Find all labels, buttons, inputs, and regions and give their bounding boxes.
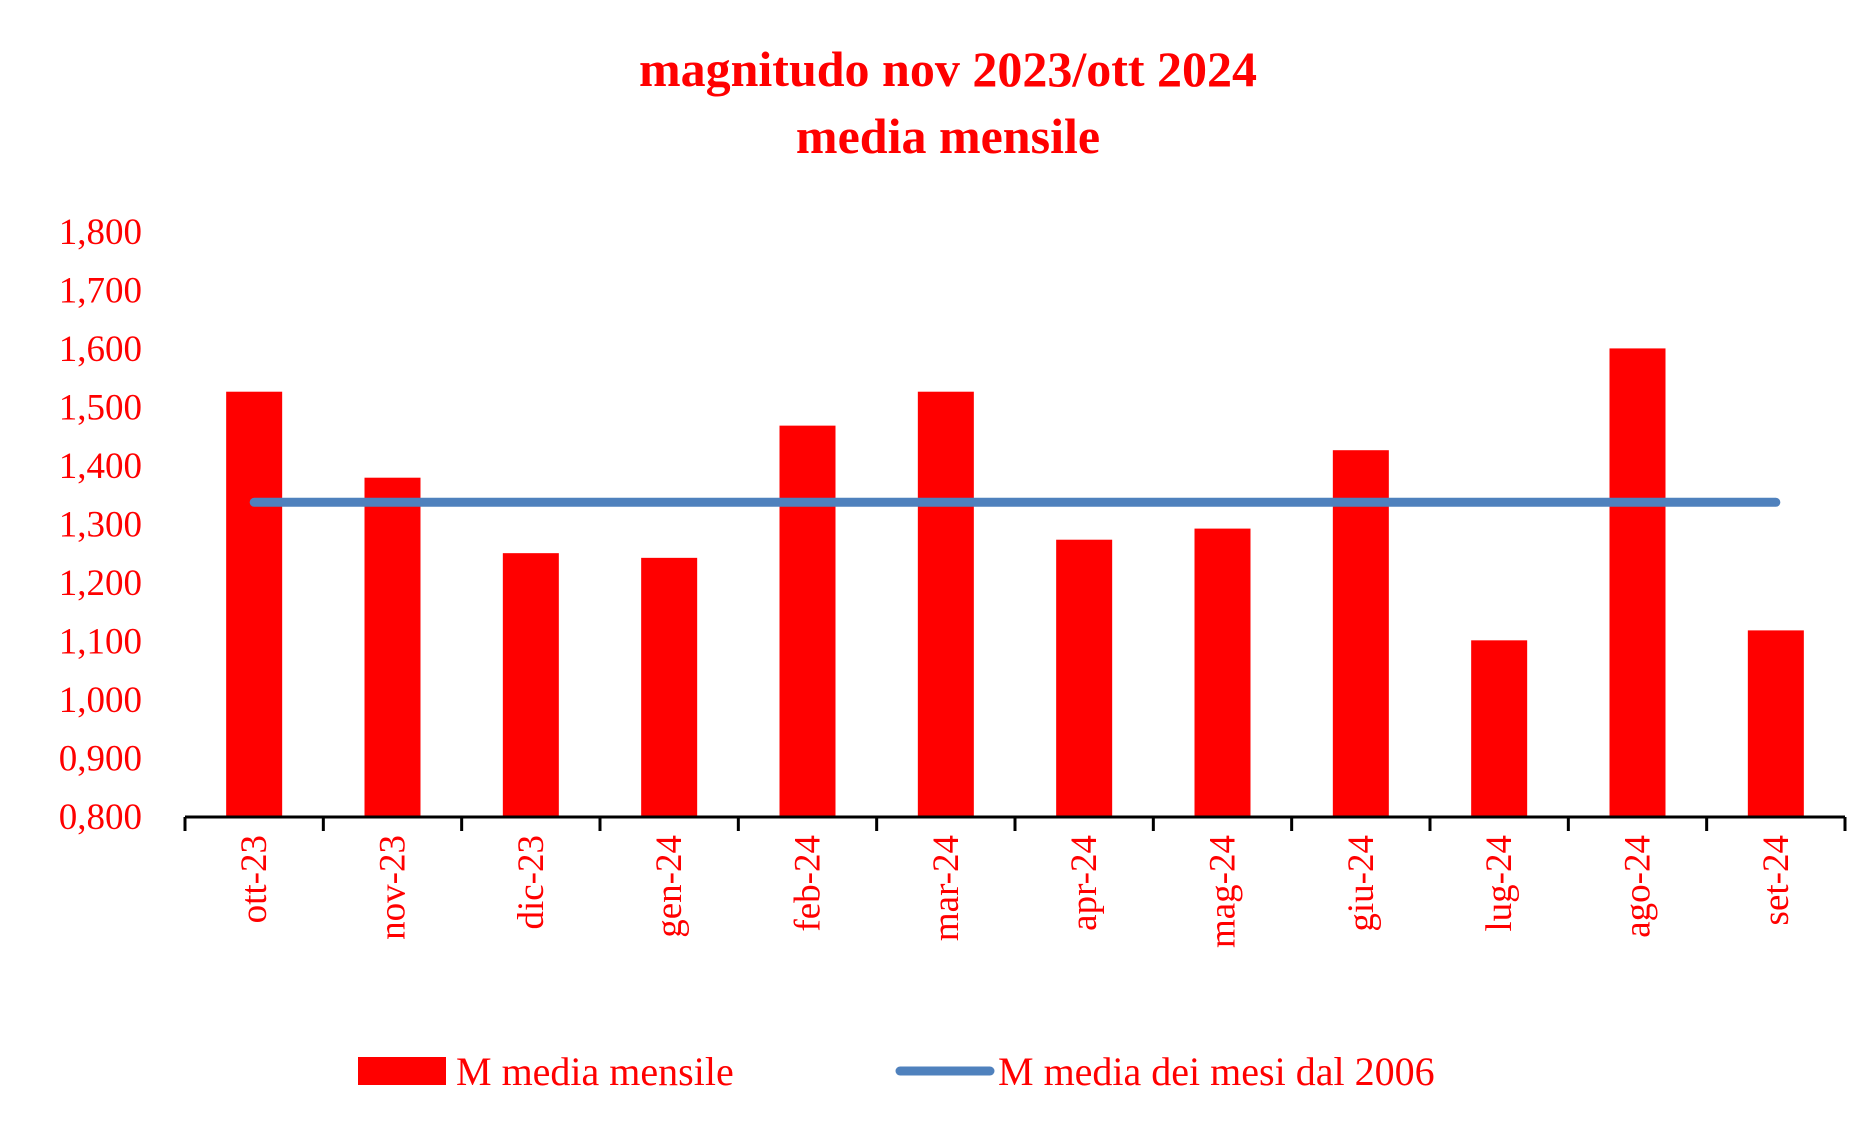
x-tick-label: dic-23 [511, 835, 552, 930]
x-tick-label: ago-24 [1618, 835, 1659, 938]
x-tick-label: gen-24 [649, 835, 690, 938]
x-tick-label: mag-24 [1203, 835, 1244, 948]
legend-label-bars: M media mensile [456, 1049, 734, 1094]
legend-bar-swatch [358, 1057, 446, 1085]
x-tick-label: ott-23 [234, 835, 275, 923]
y-tick-label: 1,500 [59, 388, 142, 429]
y-tick-label: 0,800 [59, 797, 142, 838]
bar-ago-24 [1609, 348, 1666, 817]
x-tick-label: feb-24 [788, 835, 829, 932]
y-tick-label: 1,200 [59, 563, 142, 604]
bar-giu-24 [1332, 450, 1389, 817]
bar-ott-23 [226, 391, 283, 817]
y-tick-label: 1,100 [59, 622, 142, 663]
x-tick-label: apr-24 [1064, 835, 1105, 931]
bar-feb-24 [779, 425, 836, 817]
y-tick-label: 1,000 [59, 680, 142, 721]
y-tick-label: 1,400 [59, 446, 142, 487]
bar-gen-24 [641, 557, 698, 817]
bar-dic-23 [502, 553, 559, 817]
x-tick-label: set-24 [1756, 835, 1797, 925]
y-tick-label: 1,600 [59, 329, 142, 370]
legend-label-line: M media dei mesi dal 2006 [998, 1049, 1435, 1094]
y-tick-label: 1,300 [59, 505, 142, 546]
bar-apr-24 [1056, 539, 1113, 817]
x-tick-label: giu-24 [1341, 835, 1382, 932]
y-tick-label: 0,900 [59, 739, 142, 780]
bar-mar-24 [917, 391, 974, 817]
bar-lug-24 [1471, 640, 1528, 817]
bar-mag-24 [1194, 528, 1251, 817]
bar-set-24 [1747, 630, 1804, 817]
x-tick-label: mar-24 [926, 835, 967, 941]
bar-nov-23 [364, 477, 421, 817]
y-tick-label: 1,800 [59, 212, 142, 253]
chart-title-line-1: magnitudo nov 2023/ott 2024 [639, 41, 1257, 97]
x-tick-label: nov-23 [373, 835, 414, 940]
x-tick-label: lug-24 [1479, 835, 1520, 932]
chart-title-line-2: media mensile [796, 108, 1100, 164]
y-tick-label: 1,700 [59, 271, 142, 312]
